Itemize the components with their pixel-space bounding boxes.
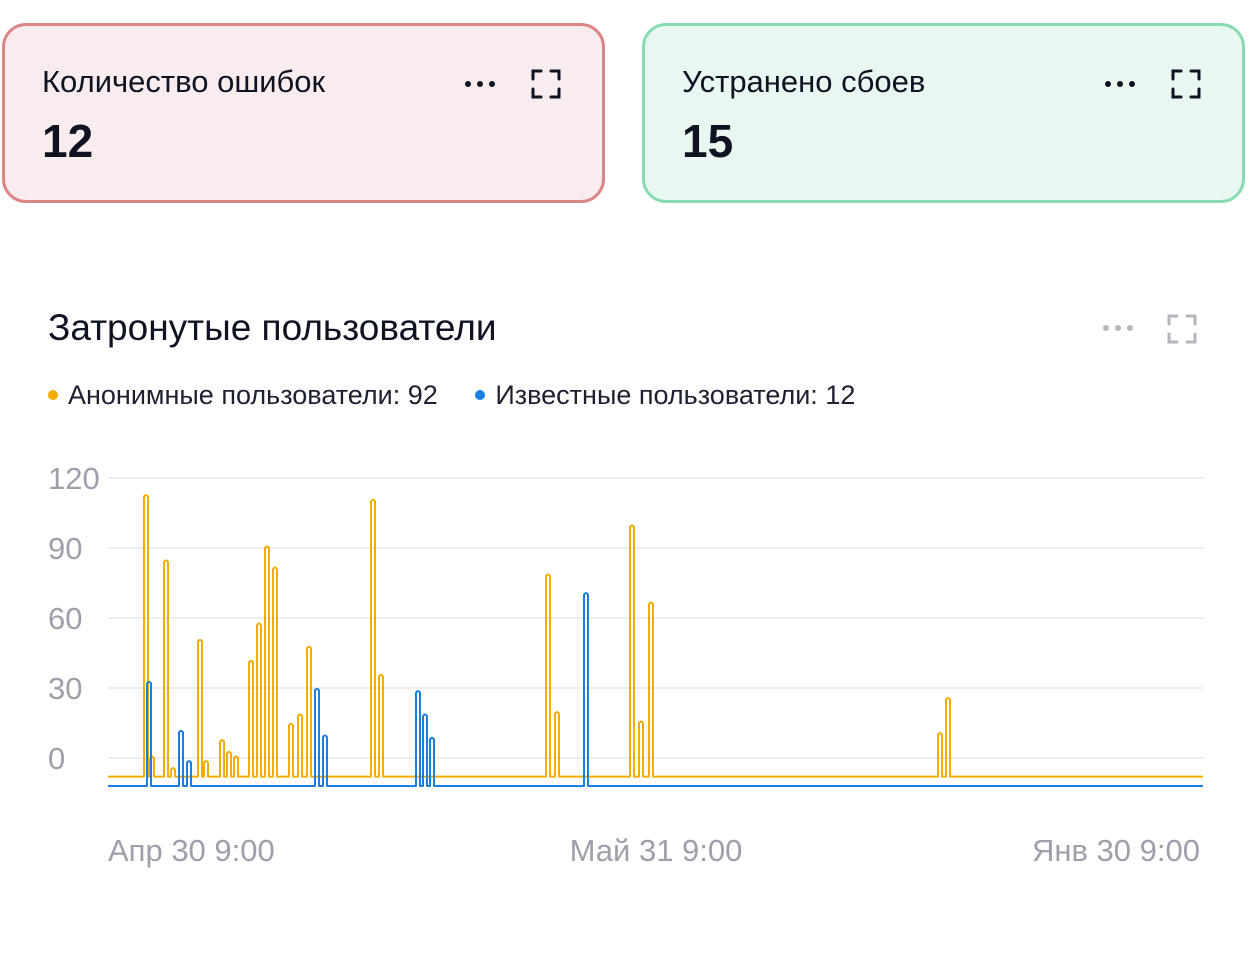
more-dots-icon[interactable]	[1102, 78, 1138, 90]
legend-label: Анонимные пользователи: 92	[68, 379, 438, 410]
card-title: Устранено сбоев	[682, 64, 926, 99]
y-tick-label: 60	[48, 601, 82, 636]
series-line-known	[108, 592, 1203, 787]
expand-icon[interactable]	[1170, 68, 1202, 100]
expand-icon[interactable]	[530, 68, 562, 100]
y-tick-label: 0	[48, 741, 65, 776]
y-tick-label: 30	[48, 671, 82, 706]
series-line-anonymous	[108, 494, 1203, 778]
more-dots-icon[interactable]	[1100, 322, 1136, 334]
x-tick-label: Янв 30 9:00	[1032, 833, 1200, 868]
more-dots-icon[interactable]	[462, 78, 498, 90]
legend-label: Известные пользователи: 12	[495, 379, 856, 410]
y-tick-label: 90	[48, 531, 82, 566]
y-tick-label: 120	[48, 461, 100, 496]
affected-users-chart: 0 30 60 90 120 Апр 30 9:00 Май 31 9:00 Янв 30 9…	[48, 461, 1203, 868]
legend-dot	[475, 390, 486, 400]
x-tick-label: Апр 30 9:00	[108, 833, 275, 868]
error-count-card: Количество ошибок 12	[2, 23, 605, 203]
legend-item-known[interactable]: Известные пользователи: 12	[475, 380, 855, 411]
card-value: 12	[42, 115, 94, 167]
x-tick-label: Май 31 9:00	[570, 833, 743, 868]
resolved-failures-card: Устранено сбоев 15	[642, 23, 1245, 203]
card-title: Количество ошибок	[42, 64, 326, 99]
expand-icon[interactable]	[1166, 313, 1198, 345]
legend-dot	[48, 390, 58, 400]
legend-item-anonymous[interactable]: Анонимные пользователи: 92	[48, 380, 438, 411]
card-value: 15	[682, 115, 734, 167]
chart-title: Затронутые пользователи	[48, 307, 497, 348]
chart-legend: Анонимные пользователи: 92 Известные пол…	[48, 376, 885, 411]
